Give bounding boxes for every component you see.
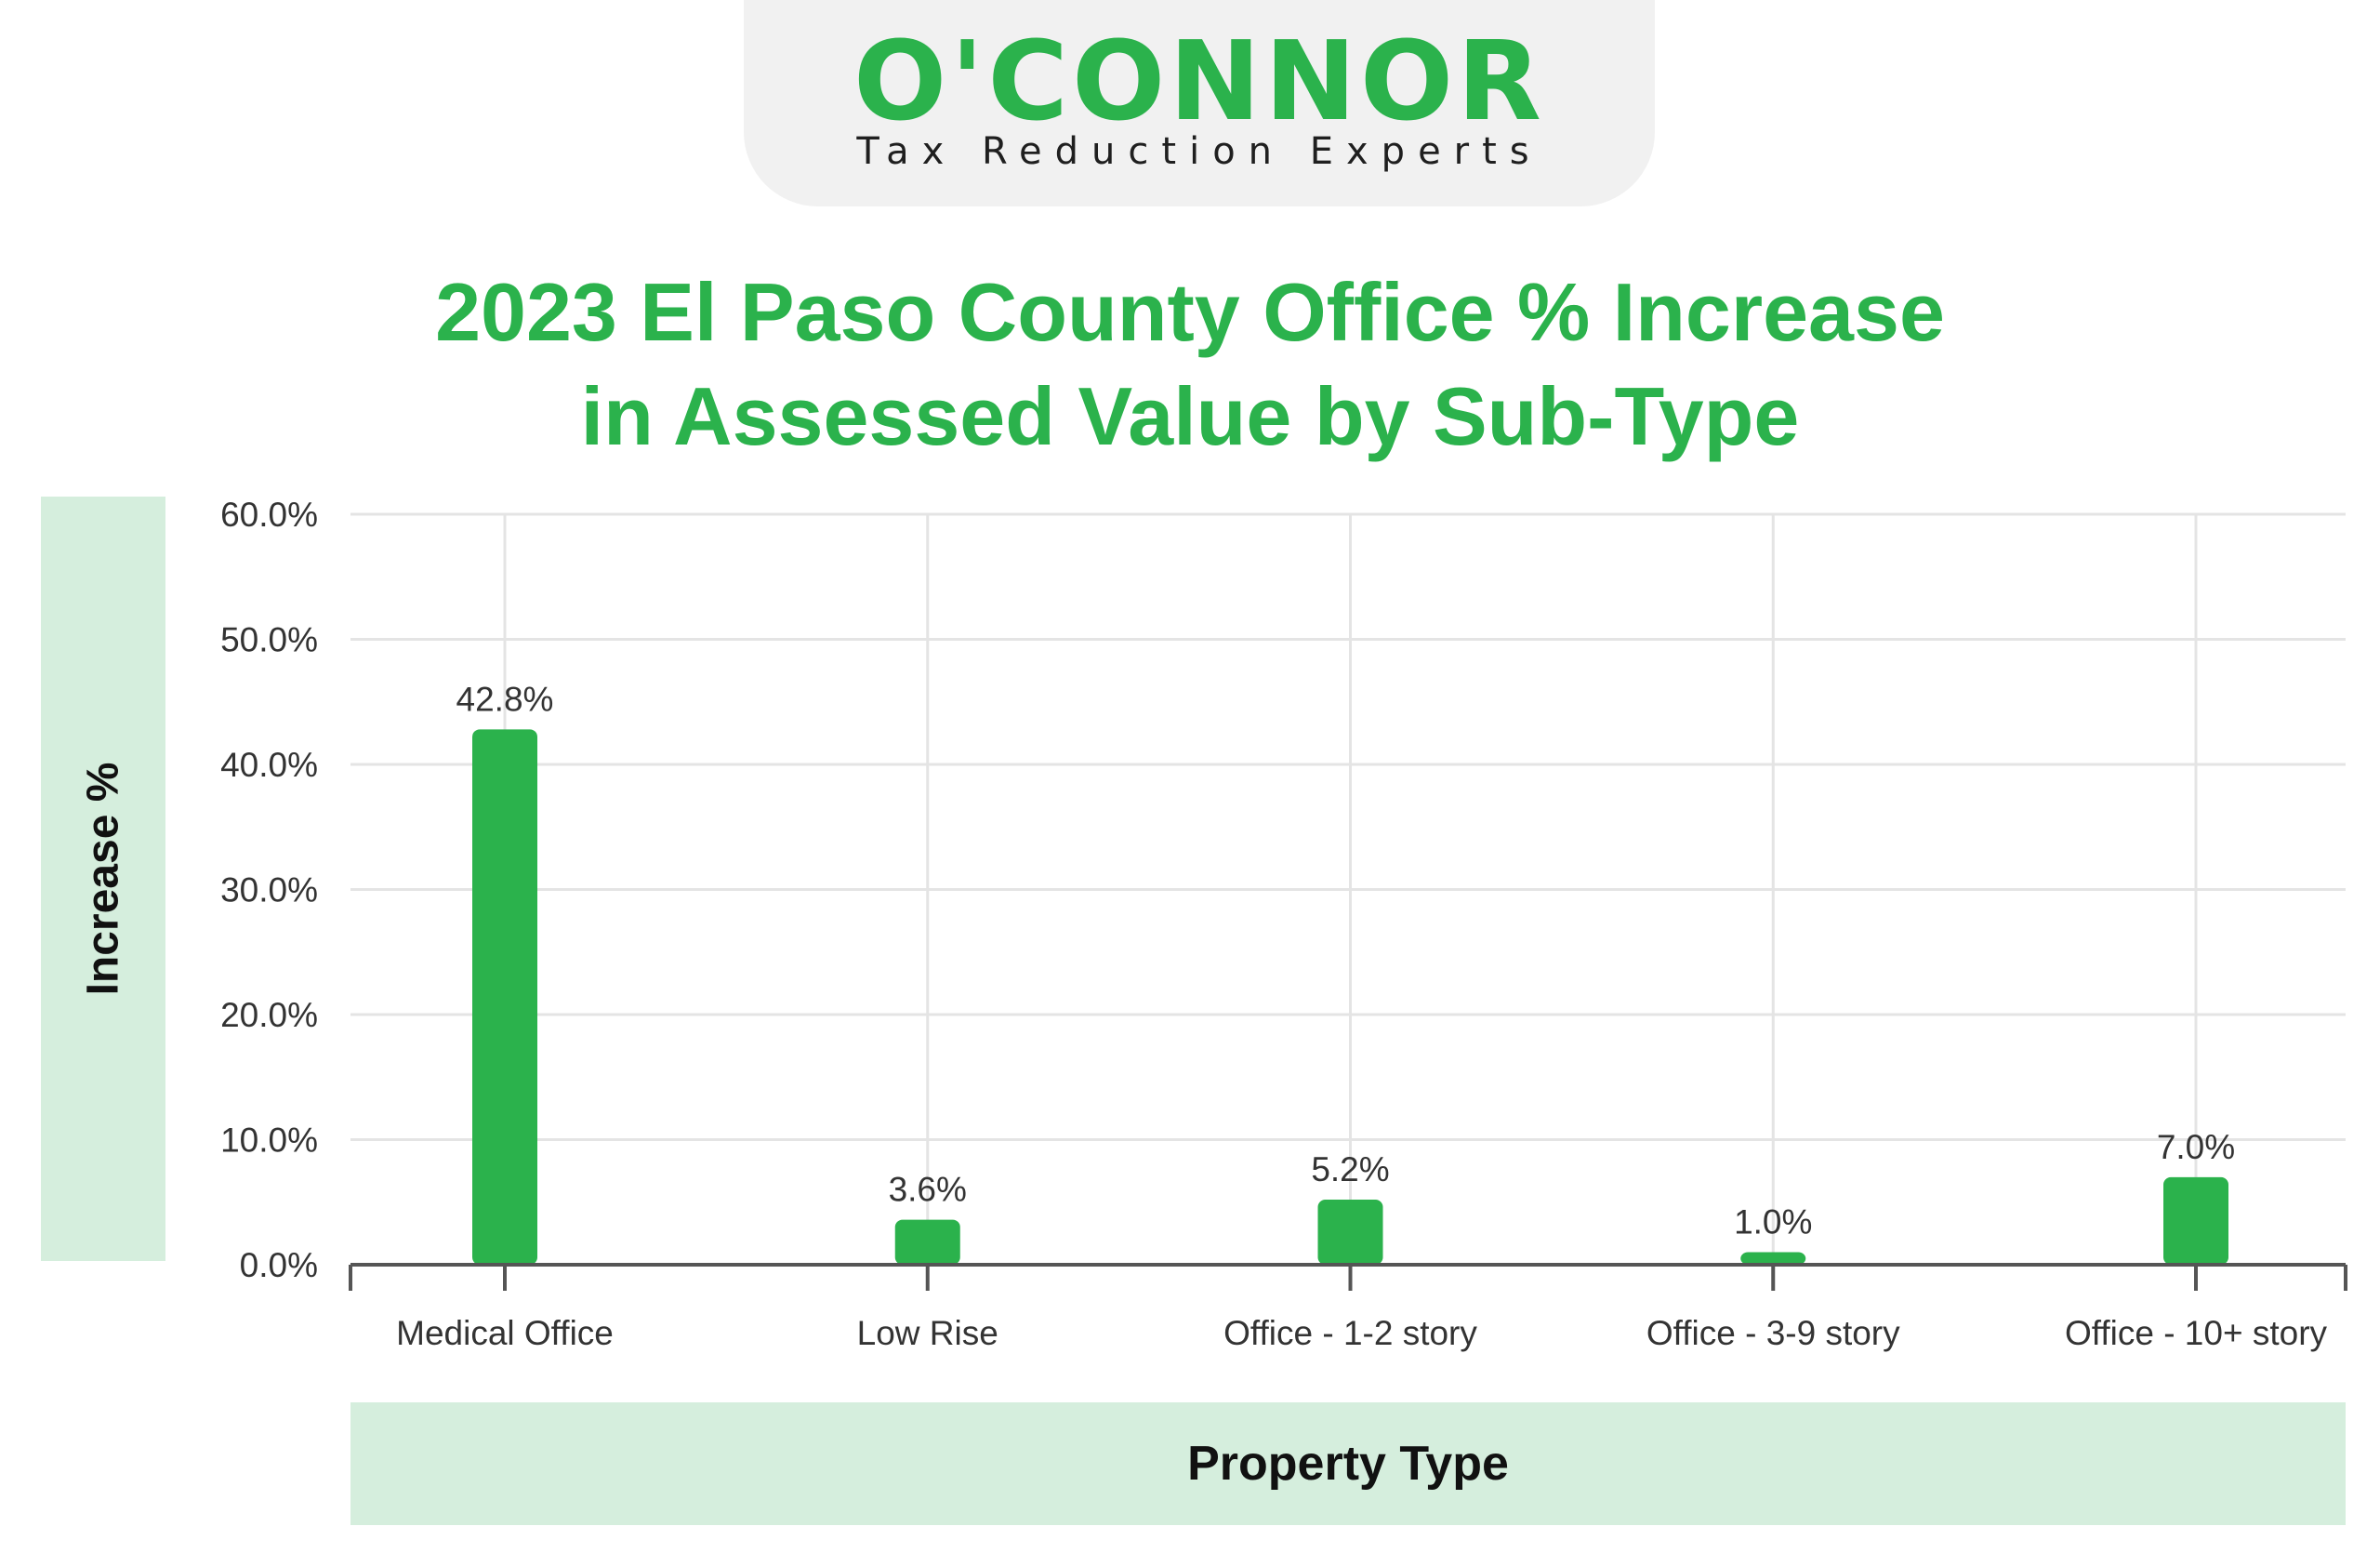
y-tick-label: 30.0%: [220, 871, 318, 909]
bar: [1317, 1200, 1383, 1265]
y-tick-labels: 0.0% 10.0% 20.0% 30.0% 40.0% 50.0% 60.0%: [220, 496, 318, 1284]
bar: [894, 1219, 960, 1265]
bars: [472, 729, 2228, 1265]
y-axis-label-box: [41, 497, 165, 1261]
category-label: Office - 1-2 story: [1223, 1314, 1477, 1352]
y-tick-label: 40.0%: [220, 746, 318, 784]
y-tick-label: 0.0%: [240, 1246, 318, 1284]
y-tick-label: 10.0%: [220, 1122, 318, 1160]
x-axis-label: Property Type: [1187, 1437, 1509, 1491]
data-label: 3.6%: [889, 1171, 967, 1209]
category-labels: Medical Office Low Rise Office - 1-2 story…: [396, 1314, 2327, 1352]
data-label: 7.0%: [2157, 1128, 2235, 1166]
y-tick-label: 50.0%: [220, 621, 318, 659]
logo-wordmark: O'CONNOR: [853, 17, 1546, 145]
category-label: Office - 10+ story: [2065, 1314, 2328, 1352]
bar: [1740, 1252, 1806, 1265]
logo-banner: O'CONNOR Tax Reduction Experts: [744, 0, 1655, 206]
chart-title-line2: in Assessed Value by Sub-Type: [580, 370, 1800, 462]
bar: [2163, 1176, 2228, 1265]
y-tick-label: 60.0%: [220, 496, 318, 534]
chart-title-line1: 2023 El Paso County Office % Increase: [435, 266, 1945, 358]
category-label: Low Rise: [857, 1314, 998, 1352]
data-label: 42.8%: [456, 680, 554, 718]
category-label: Medical Office: [396, 1314, 614, 1352]
x-axis: [349, 1263, 2347, 1291]
y-tick-label: 20.0%: [220, 996, 318, 1034]
x-axis-label-box: [350, 1402, 2346, 1525]
bar: [472, 729, 537, 1265]
logo-tagline: Tax Reduction Experts: [856, 130, 1542, 173]
data-label: 1.0%: [1734, 1203, 1812, 1241]
category-label: Office - 3-9 story: [1646, 1314, 1900, 1352]
data-labels: 42.8% 3.6% 5.2% 1.0% 7.0%: [456, 680, 2236, 1241]
chart-title: 2023 El Paso County Office % Increase in…: [0, 260, 2380, 469]
data-label: 5.2%: [1311, 1150, 1389, 1188]
